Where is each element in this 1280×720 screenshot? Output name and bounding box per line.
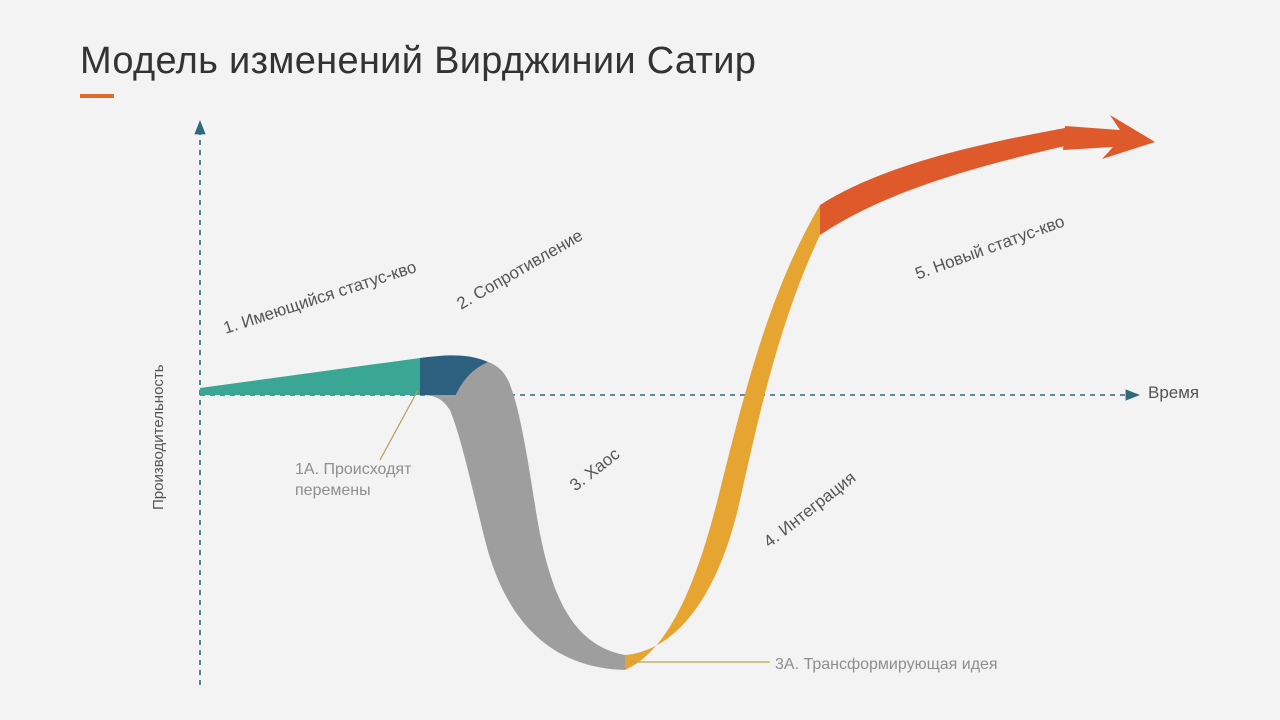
satir-change-chart: Производительность Время 1. Имеющийся ст… [80,110,1200,700]
callout-1a: 1А. Происходятперемены [295,460,411,502]
chart-svg [80,110,1200,700]
title-accent [80,94,114,98]
y-axis-label: Производительность [150,364,167,510]
page-title: Модель изменений Вирджинии Сатир [80,40,756,83]
callout-3a: 3А. Трансформирующая идея [775,655,998,676]
x-axis-label: Время [1148,383,1199,403]
